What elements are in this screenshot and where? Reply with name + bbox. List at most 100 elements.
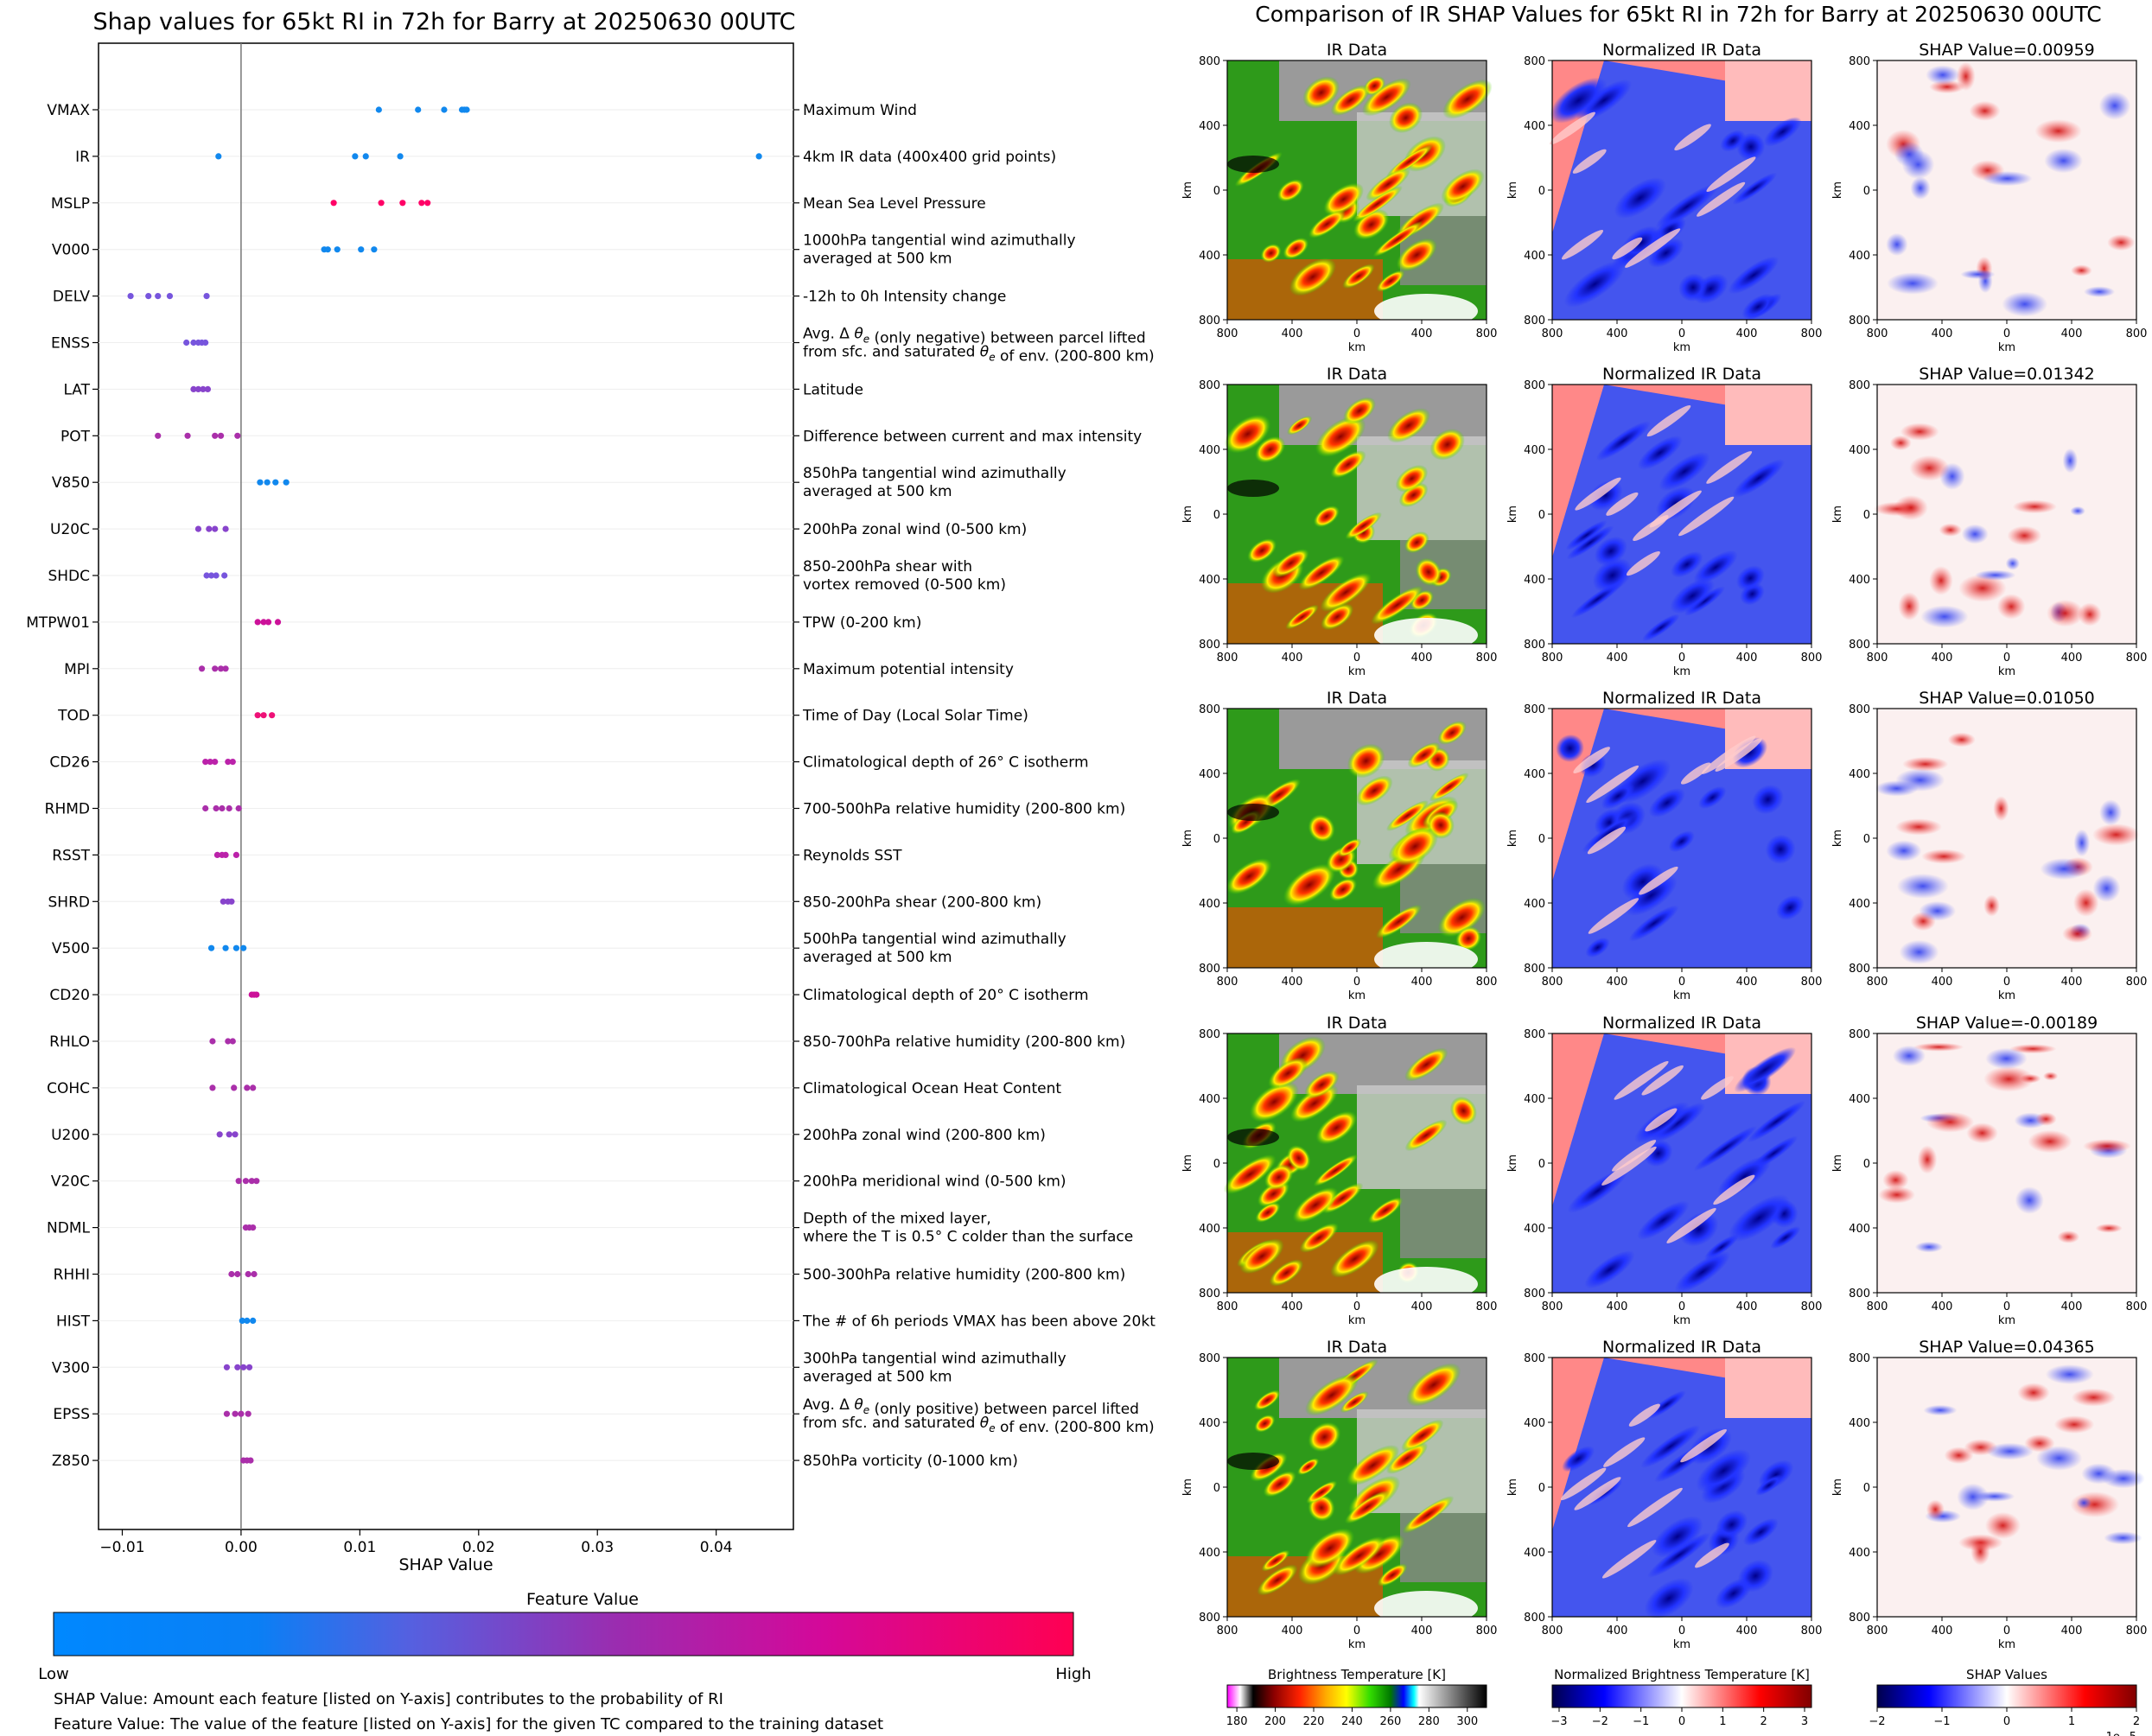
colorbar-label: Brightness Temperature [K] xyxy=(1268,1667,1446,1682)
panel-x-tick: 0 xyxy=(1678,976,1685,989)
shap-dot xyxy=(219,804,226,812)
panel-y-label: km xyxy=(1506,1478,1519,1496)
ir-image xyxy=(1227,1358,1487,1625)
feature-description: from sfc. and saturated θe of env. (200-… xyxy=(803,344,1155,366)
panel-x-label: km xyxy=(1998,989,2015,1002)
panel-x-tick: 0 xyxy=(1678,327,1685,340)
x-tick-label: 0.03 xyxy=(581,1539,614,1556)
panel-x-tick: 800 xyxy=(1542,327,1563,340)
panel-title: IR Data xyxy=(1327,689,1387,708)
panel-x-tick: 400 xyxy=(1736,652,1758,665)
panel-y-tick: 400 xyxy=(1849,898,1870,911)
colorbar-tick: 2 xyxy=(1760,1715,1767,1728)
colorbar-tick: 300 xyxy=(1456,1715,1478,1728)
feature-description: from sfc. and saturated θe of env. (200-… xyxy=(803,1415,1155,1436)
panel-y-tick: 400 xyxy=(1524,120,1545,133)
panel-y-tick: 800 xyxy=(1199,963,1220,976)
panel-x-tick: 800 xyxy=(2126,1625,2148,1637)
colorbar-tick: −1 xyxy=(1933,1715,1950,1728)
panel-x-tick: 800 xyxy=(1217,1625,1238,1637)
colorbar-label: SHAP Values xyxy=(1966,1667,2047,1682)
colorbar-tick: −3 xyxy=(1550,1715,1567,1728)
panel-x-tick: 800 xyxy=(1542,976,1563,989)
shap-dot xyxy=(190,385,197,392)
feature-value-colorbar xyxy=(53,1612,1074,1657)
panel-x-tick: 800 xyxy=(2126,652,2148,665)
panel-x-tick: 0 xyxy=(1678,652,1685,665)
panel-x-tick: 800 xyxy=(1801,652,1823,665)
panel-x-tick: 0 xyxy=(2003,652,2010,665)
shap-dot xyxy=(399,200,406,207)
panel-y-tick: 400 xyxy=(1199,1223,1220,1236)
colorbar-tick: 280 xyxy=(1418,1715,1440,1728)
feature-label: COHC xyxy=(47,1080,90,1097)
panel-y-tick: 0 xyxy=(1213,1482,1220,1495)
feature-description: 850-700hPa relative humidity (200-800 km… xyxy=(803,1033,1125,1051)
feature-description: Mean Sea Level Pressure xyxy=(803,195,986,213)
panel-x-tick: 400 xyxy=(1736,1300,1758,1313)
panel-y-tick: 800 xyxy=(1849,1028,1870,1041)
colorbar-tick: 1 xyxy=(2068,1715,2075,1728)
panel-y-tick: 0 xyxy=(1863,1482,1870,1495)
panel-row: IR Data80080040040000400400800800kmkmNor… xyxy=(1181,689,2147,1002)
feature-label: DELV xyxy=(53,289,90,306)
colorbar xyxy=(1876,1684,2137,1708)
panel-y-tick: 800 xyxy=(1199,703,1220,716)
shap-dot xyxy=(200,385,207,392)
panel-x-tick: 800 xyxy=(1867,1300,1888,1313)
panel-x-tick: 400 xyxy=(1411,652,1433,665)
panel-x-tick: 400 xyxy=(2061,327,2083,340)
feature-label: TOD xyxy=(57,708,90,725)
legend-high: High xyxy=(1055,1665,1091,1683)
panel-title: SHAP Value=0.04365 xyxy=(1919,1338,2095,1357)
shap-dot xyxy=(242,1178,250,1185)
shap-dot xyxy=(222,525,229,532)
shap-dot xyxy=(221,572,228,579)
panel-y-tick: 800 xyxy=(1849,963,1870,976)
panel-x-label: km xyxy=(1673,341,1690,354)
panel-y-tick: 0 xyxy=(1538,833,1545,846)
panel-x-tick: 400 xyxy=(1607,1625,1628,1637)
x-tick-label: 0.00 xyxy=(225,1539,258,1556)
heatmap-colorbars: Brightness Temperature [K]180 200 220 240 26… xyxy=(1226,1667,2140,1736)
panel-y-label: km xyxy=(1506,506,1519,523)
panel-y-tick: 800 xyxy=(1524,1288,1545,1300)
feature-description: Reynolds SST xyxy=(803,847,902,864)
panel-title: Normalized IR Data xyxy=(1602,41,1761,60)
feature-description: averaged at 500 km xyxy=(803,483,952,500)
panel-y-label: km xyxy=(1831,1154,1844,1172)
ir-panel-grid: IR Data80080040040000400400800800kmkmNor… xyxy=(1181,41,2147,1651)
panel-y-tick: 800 xyxy=(1849,1612,1870,1625)
panel-x-tick: 800 xyxy=(1801,1300,1823,1313)
panel-y-tick: 800 xyxy=(1849,639,1870,652)
colorbar-tick: 2 xyxy=(2133,1715,2140,1728)
shap-dot xyxy=(251,1270,258,1278)
panel-x-label: km xyxy=(1673,1638,1690,1651)
ir-image xyxy=(1227,60,1493,328)
feature-description: Difference between current and max inten… xyxy=(803,428,1142,445)
shap-dot xyxy=(352,153,359,160)
shap-dot xyxy=(245,1364,253,1370)
panel-x-tick: 800 xyxy=(1801,976,1823,989)
panel-x-tick: 800 xyxy=(1542,1300,1563,1313)
colorbar-tick: −1 xyxy=(1633,1715,1649,1728)
panel-title: Normalized IR Data xyxy=(1602,689,1761,708)
colorbar-tick: 220 xyxy=(1303,1715,1325,1728)
shap-dot xyxy=(209,1038,216,1045)
shap-dot xyxy=(212,432,219,439)
panel-x-label: km xyxy=(1348,989,1366,1002)
panel-x-tick: 400 xyxy=(1932,1300,1953,1313)
feature-description: averaged at 500 km xyxy=(803,1368,952,1385)
panel-y-tick: 400 xyxy=(1849,250,1870,263)
ir-image xyxy=(1224,385,1487,652)
shap-dot xyxy=(250,1224,257,1231)
feature-label: V20C xyxy=(51,1173,90,1191)
panel-x-tick: 800 xyxy=(1476,976,1498,989)
shap-dot xyxy=(198,665,206,672)
shap-dot xyxy=(254,712,261,719)
feature-label: IR xyxy=(75,149,90,166)
panel-x-tick: 400 xyxy=(1282,976,1303,989)
shap-dot xyxy=(250,1317,257,1324)
panel-x-tick: 800 xyxy=(1867,1625,1888,1637)
